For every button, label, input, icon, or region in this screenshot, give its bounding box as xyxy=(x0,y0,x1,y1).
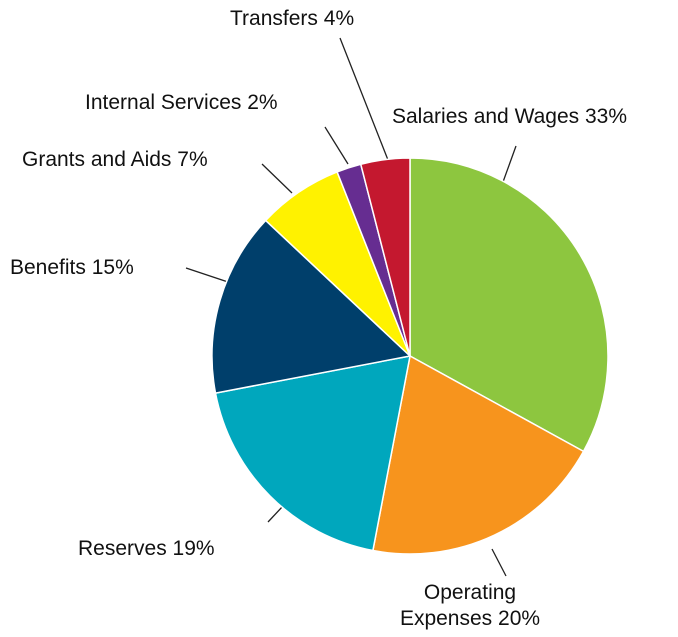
leader-line xyxy=(502,145,517,183)
value-label: 2% xyxy=(247,91,278,114)
pie-slice xyxy=(214,355,411,552)
leader-line xyxy=(261,163,293,194)
value-label: 20% xyxy=(498,607,541,630)
slice-label: Benefits 15% xyxy=(10,255,134,281)
slice-label: Reserves 19% xyxy=(78,536,215,562)
leader-line xyxy=(491,548,507,577)
value-label: 33% xyxy=(585,105,628,128)
slice-label: Operating Expenses 20% xyxy=(395,580,545,632)
category-label: Operating Expenses xyxy=(399,581,517,630)
leader-line xyxy=(339,37,389,161)
value-label: 15% xyxy=(91,256,134,279)
value-label: 7% xyxy=(177,148,208,171)
leader-line xyxy=(185,267,229,283)
slice-label: Transfers 4% xyxy=(230,6,354,32)
slice-label: Grants and Aids 7% xyxy=(22,147,208,173)
leader-lines xyxy=(185,37,517,577)
category-label: Internal Services xyxy=(85,91,242,114)
category-label: Reserves xyxy=(78,537,167,560)
category-label: Benefits xyxy=(10,256,86,279)
pie-slice xyxy=(409,157,609,453)
value-label: 4% xyxy=(323,7,355,30)
slice-label: Internal Services 2% xyxy=(85,90,278,116)
category-label: Grants and Aids xyxy=(22,148,172,171)
pie-slice xyxy=(359,157,411,357)
value-label: 19% xyxy=(172,537,215,560)
pie-slice xyxy=(211,219,412,394)
slice-label: Salaries and Wages 33% xyxy=(392,104,627,130)
category-label: Transfers xyxy=(230,7,318,30)
pie-slice xyxy=(372,354,585,555)
category-label: Salaries and Wages xyxy=(392,105,580,128)
leader-line xyxy=(324,126,349,165)
